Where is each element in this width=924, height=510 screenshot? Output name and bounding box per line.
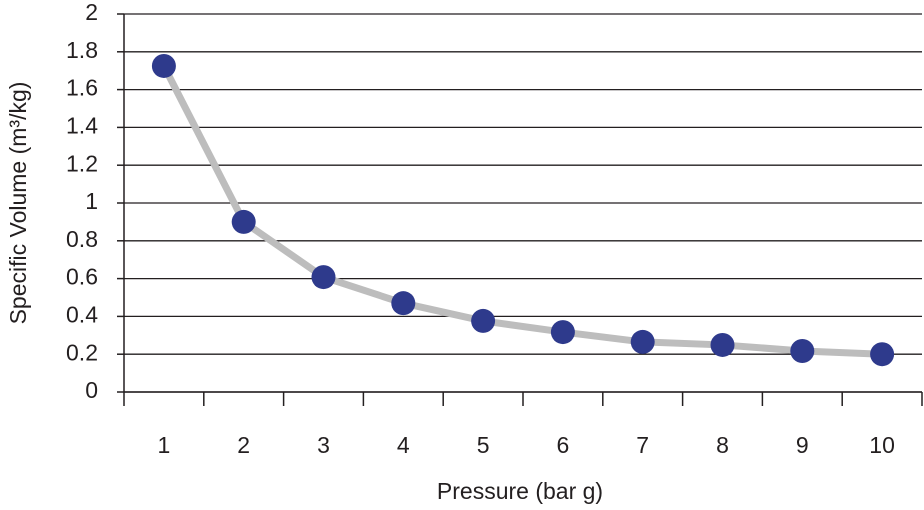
x-tick-label: 5 — [477, 432, 490, 458]
data-point — [151, 53, 176, 78]
x-axis-title: Pressure (bar g) — [437, 478, 603, 504]
y-tick-label: 0.8 — [66, 226, 98, 252]
x-tick-label: 9 — [796, 432, 809, 458]
y-tick-label: 1.8 — [66, 37, 98, 63]
x-tick-label: 6 — [557, 432, 570, 458]
y-tick-label: 1.4 — [66, 112, 98, 138]
x-tick-label: 3 — [317, 432, 330, 458]
y-tick-label: 0.4 — [66, 301, 98, 327]
data-point — [391, 291, 416, 316]
y-tick-label: 1.2 — [66, 150, 98, 176]
y-tick-label: 0.2 — [66, 339, 98, 365]
x-tick-label: 2 — [237, 432, 250, 458]
series-line — [160, 64, 883, 358]
x-tick-label: 8 — [716, 432, 729, 458]
data-point — [790, 338, 815, 363]
data-point — [870, 342, 895, 367]
y-tick-label: 0.6 — [66, 264, 98, 290]
data-point — [710, 332, 735, 357]
x-tick-label: 1 — [158, 432, 171, 458]
data-point — [471, 308, 496, 333]
y-tick-label: 2 — [85, 0, 98, 25]
data-point — [630, 329, 655, 354]
x-tick-label: 7 — [636, 432, 649, 458]
y-tick-label: 0 — [85, 377, 98, 403]
x-tick-label: 4 — [397, 432, 410, 458]
y-tick-label: 1 — [85, 188, 98, 214]
y-axis-title: Specific Volume (m³/kg) — [5, 82, 31, 325]
data-point — [311, 265, 336, 290]
data-point — [550, 320, 575, 345]
x-tick-label: 10 — [869, 432, 895, 458]
data-point — [231, 209, 256, 234]
y-tick-label: 1.6 — [66, 75, 98, 101]
